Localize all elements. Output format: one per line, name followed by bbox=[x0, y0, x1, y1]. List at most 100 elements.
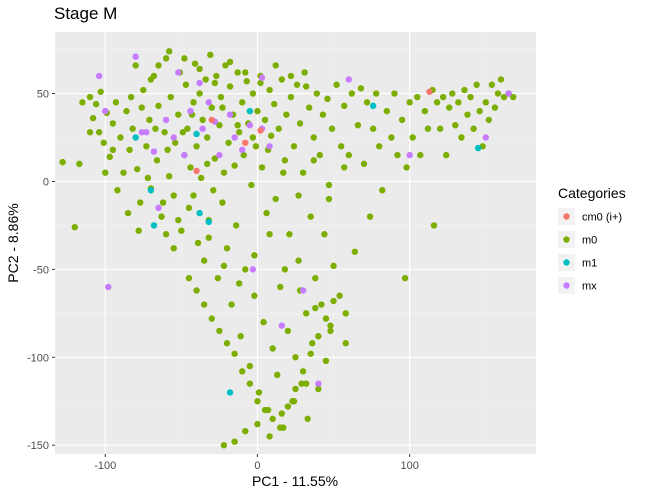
data-point bbox=[283, 111, 290, 118]
data-point bbox=[310, 157, 317, 164]
legend: cm0 (i+) m0 m1 mx bbox=[558, 208, 622, 294]
data-point bbox=[59, 158, 66, 166]
data-point bbox=[150, 148, 158, 155]
data-point bbox=[270, 100, 278, 108]
data-point bbox=[200, 301, 208, 308]
data-point bbox=[299, 169, 307, 176]
data-point bbox=[146, 116, 153, 124]
data-point bbox=[79, 99, 86, 106]
data-point bbox=[449, 90, 456, 97]
data-point bbox=[190, 99, 197, 106]
y-tick-label: -100 bbox=[27, 352, 49, 364]
data-point bbox=[319, 111, 327, 118]
grid-major bbox=[55, 32, 536, 454]
data-point bbox=[292, 354, 299, 361]
data-point bbox=[318, 301, 325, 308]
data-point bbox=[277, 283, 284, 291]
data-point bbox=[494, 90, 502, 97]
data-point bbox=[266, 433, 273, 440]
legend-label: m1 bbox=[582, 258, 597, 270]
data-point bbox=[278, 76, 286, 83]
data-point bbox=[488, 81, 496, 88]
data-point bbox=[369, 102, 377, 110]
data-point bbox=[213, 72, 220, 80]
data-point bbox=[242, 266, 249, 273]
data-point bbox=[325, 195, 333, 203]
data-point bbox=[144, 174, 152, 182]
data-point bbox=[246, 380, 254, 387]
data-point bbox=[120, 169, 127, 176]
data-point bbox=[491, 104, 499, 111]
data-point bbox=[394, 151, 401, 159]
data-point bbox=[310, 134, 317, 141]
data-point bbox=[482, 134, 489, 141]
data-point bbox=[307, 350, 314, 357]
data-point bbox=[442, 151, 450, 159]
data-point bbox=[327, 322, 334, 329]
data-point bbox=[138, 104, 145, 111]
data-point bbox=[199, 125, 206, 132]
data-point bbox=[464, 111, 471, 118]
data-point bbox=[242, 69, 249, 76]
data-point bbox=[193, 287, 200, 294]
data-point bbox=[132, 53, 139, 60]
data-point bbox=[341, 102, 348, 110]
data-point bbox=[211, 79, 219, 87]
data-point bbox=[86, 93, 94, 101]
data-point bbox=[295, 257, 302, 264]
data-point bbox=[295, 192, 302, 199]
data-point bbox=[155, 62, 162, 69]
data-point bbox=[255, 389, 263, 396]
data-point bbox=[132, 62, 139, 69]
data-point bbox=[298, 380, 305, 387]
data-point bbox=[216, 151, 223, 159]
data-point bbox=[117, 134, 124, 141]
y-tick-label: 50 bbox=[37, 89, 49, 101]
data-point bbox=[109, 120, 117, 127]
data-point bbox=[216, 121, 223, 129]
data-point bbox=[95, 129, 103, 136]
data-point bbox=[208, 104, 215, 111]
x-tick-label: 0 bbox=[254, 460, 260, 472]
data-point bbox=[187, 107, 194, 115]
data-point bbox=[239, 99, 246, 106]
data-point bbox=[417, 151, 424, 159]
data-point bbox=[223, 245, 231, 252]
data-point bbox=[196, 209, 203, 217]
data-point bbox=[153, 157, 161, 164]
data-point bbox=[167, 93, 174, 101]
data-point bbox=[315, 380, 322, 387]
data-point bbox=[161, 129, 168, 136]
data-point bbox=[292, 385, 299, 393]
data-point bbox=[147, 76, 155, 83]
data-point bbox=[240, 151, 247, 159]
data-point bbox=[204, 160, 211, 168]
data-point bbox=[330, 297, 337, 305]
data-point bbox=[214, 274, 222, 282]
data-point bbox=[348, 90, 356, 97]
data-point bbox=[426, 88, 433, 95]
data-point bbox=[143, 143, 150, 150]
y-tick-label: 0 bbox=[43, 176, 49, 188]
data-point bbox=[360, 160, 368, 168]
data-point bbox=[266, 231, 273, 238]
data-point bbox=[424, 125, 432, 132]
x-tick-label: 100 bbox=[400, 460, 418, 472]
data-point bbox=[363, 99, 371, 106]
data-point bbox=[316, 151, 324, 159]
data-point bbox=[152, 125, 159, 132]
data-point bbox=[357, 85, 365, 92]
data-point bbox=[226, 389, 234, 396]
data-point bbox=[263, 209, 270, 217]
data-point bbox=[433, 99, 441, 106]
data-point bbox=[458, 134, 465, 141]
data-point bbox=[406, 151, 413, 159]
data-point bbox=[281, 157, 289, 164]
data-point bbox=[398, 116, 406, 124]
data-point bbox=[129, 125, 136, 132]
x-tick-label: -100 bbox=[94, 460, 116, 472]
data-point bbox=[274, 371, 281, 379]
data-point bbox=[246, 121, 254, 129]
legend-marker bbox=[563, 259, 570, 266]
data-point bbox=[254, 420, 261, 428]
